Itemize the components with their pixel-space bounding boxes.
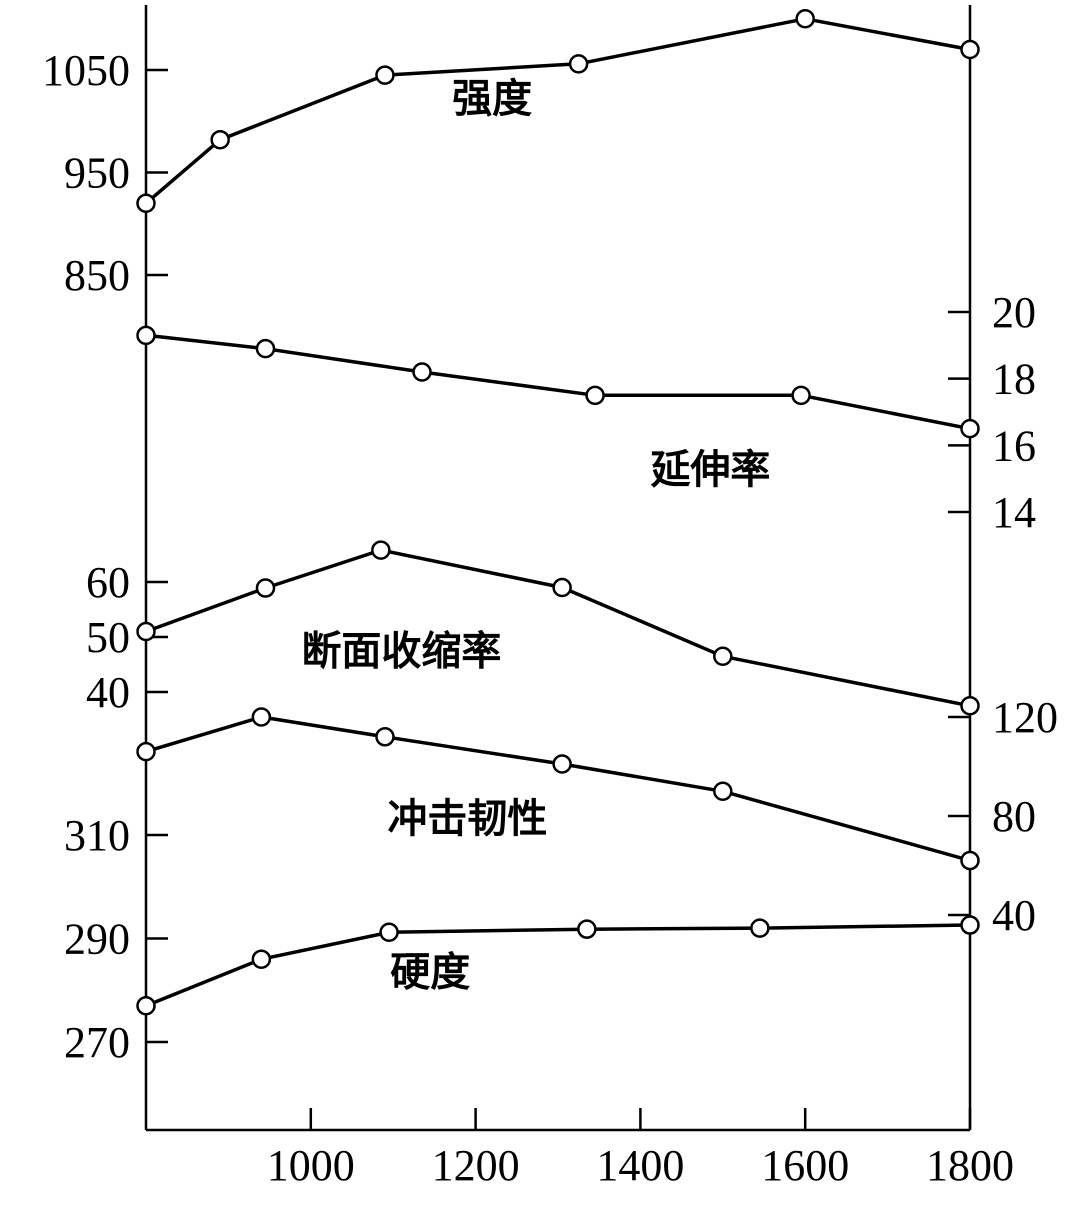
right-tick-label: 16 bbox=[992, 421, 1036, 470]
x-tick-label: 1000 bbox=[267, 1141, 355, 1190]
data-point bbox=[136, 741, 156, 762]
right-tick-label: 20 bbox=[992, 288, 1036, 337]
series-label: 冲击韧性 bbox=[387, 796, 547, 842]
data-point bbox=[375, 65, 395, 85]
data-point bbox=[136, 193, 156, 213]
series-label: 强度 bbox=[452, 76, 532, 122]
data-point bbox=[568, 54, 589, 74]
right-tick-label: 120 bbox=[992, 693, 1058, 742]
right-tick-label: 18 bbox=[992, 355, 1036, 404]
data-point bbox=[713, 781, 733, 801]
left-tick-label: 310 bbox=[64, 811, 130, 860]
data-point bbox=[585, 385, 605, 406]
data-point bbox=[960, 39, 980, 60]
series-line-0 bbox=[144, 17, 971, 205]
data-point bbox=[412, 362, 432, 382]
series-line-2 bbox=[145, 548, 971, 708]
left-tick-label: 290 bbox=[64, 915, 130, 964]
x-tick-label: 1200 bbox=[432, 1141, 520, 1190]
data-point bbox=[960, 850, 980, 871]
data-point bbox=[136, 325, 156, 346]
data-point bbox=[960, 696, 980, 716]
left-tick-label: 60 bbox=[86, 558, 130, 607]
data-point bbox=[371, 540, 391, 560]
axes: 1000 1200 1400 1600 1800 850 950 1050 40 50 60 270 2… bbox=[42, 5, 1058, 1190]
left-tick-label: 40 bbox=[86, 668, 130, 717]
data-point bbox=[255, 578, 276, 598]
right-tick-label: 80 bbox=[992, 792, 1036, 841]
data-point bbox=[251, 707, 272, 727]
data-point bbox=[255, 338, 276, 359]
data-point bbox=[136, 996, 156, 1016]
data-point bbox=[577, 919, 597, 939]
left-tick-label: 270 bbox=[64, 1018, 130, 1067]
series-line-4 bbox=[145, 923, 971, 1008]
series-label: 延伸率 bbox=[650, 447, 770, 493]
series-label: 断面收缩率 bbox=[301, 629, 501, 675]
series-line-3 bbox=[145, 715, 971, 863]
data-point bbox=[552, 754, 572, 774]
data-point bbox=[379, 922, 399, 943]
left-tick-label: 950 bbox=[64, 149, 130, 198]
data-point bbox=[210, 129, 230, 150]
data-point bbox=[713, 646, 733, 666]
right-tick-label: 14 bbox=[992, 488, 1036, 537]
left-tick-label: 1050 bbox=[42, 46, 130, 95]
data-point bbox=[552, 577, 572, 598]
data-point bbox=[750, 918, 770, 938]
data-point bbox=[960, 418, 980, 439]
data-point bbox=[375, 727, 395, 747]
left-tick-label: 850 bbox=[64, 251, 130, 300]
series-line-1 bbox=[145, 333, 971, 431]
x-tick-label: 1800 bbox=[926, 1141, 1014, 1190]
data-point bbox=[795, 9, 815, 29]
plot-area bbox=[136, 9, 980, 1016]
data-point bbox=[791, 385, 811, 406]
series-label: 硬度 bbox=[390, 950, 470, 996]
data-point bbox=[251, 949, 272, 969]
x-tick-label: 1400 bbox=[596, 1141, 684, 1190]
left-tick-label: 50 bbox=[86, 613, 130, 662]
right-tick-label: 40 bbox=[992, 891, 1036, 940]
data-point bbox=[136, 621, 156, 642]
data-point bbox=[960, 915, 980, 935]
x-tick-label: 1600 bbox=[761, 1141, 849, 1190]
